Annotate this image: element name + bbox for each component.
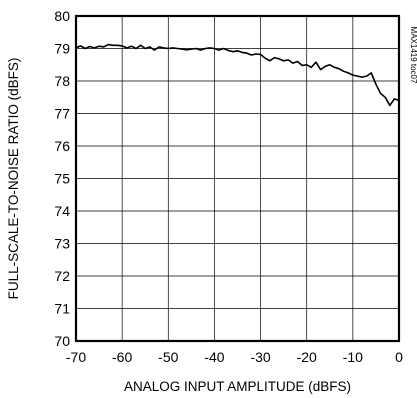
x-axis-title: ANALOG INPUT AMPLITUDE (dBFS) xyxy=(124,379,351,394)
y-tick-label: 72 xyxy=(54,268,70,284)
grid xyxy=(76,16,399,341)
x-tick-label: -50 xyxy=(158,349,178,365)
series-line xyxy=(75,43,400,107)
y-tick-label: 78 xyxy=(54,73,70,89)
x-tick-label: -20 xyxy=(297,349,317,365)
x-tick-label: -60 xyxy=(112,349,132,365)
plot-frame xyxy=(74,14,401,343)
y-tick-label: 74 xyxy=(54,203,70,219)
y-tick-label: 70 xyxy=(54,333,70,349)
y-tick-label: 79 xyxy=(54,41,70,57)
y-tick-label: 80 xyxy=(54,8,70,24)
x-tick-label: -40 xyxy=(204,349,224,365)
y-tick-labels: 70 71 72 73 74 75 76 77 78 79 80 xyxy=(54,8,70,349)
x-tick-labels: -70 -60 -50 -40 -30 -20 -10 0 xyxy=(66,349,403,365)
y-tick-label: 71 xyxy=(54,301,70,317)
x-tick-label: -30 xyxy=(250,349,270,365)
y-tick-label: 76 xyxy=(54,138,70,154)
figure-id-annotation: MAX1419 toc07 xyxy=(409,27,417,84)
y-tick-label: 73 xyxy=(54,236,70,252)
y-tick-label: 75 xyxy=(54,171,70,187)
x-tick-label: 0 xyxy=(395,349,403,365)
x-tick-label: -70 xyxy=(66,349,86,365)
x-tick-label: -10 xyxy=(343,349,363,365)
y-axis-title: FULL-SCALE-TO-NOISE RATIO (dBFS) xyxy=(6,58,21,300)
y-tick-label: 77 xyxy=(54,106,70,122)
